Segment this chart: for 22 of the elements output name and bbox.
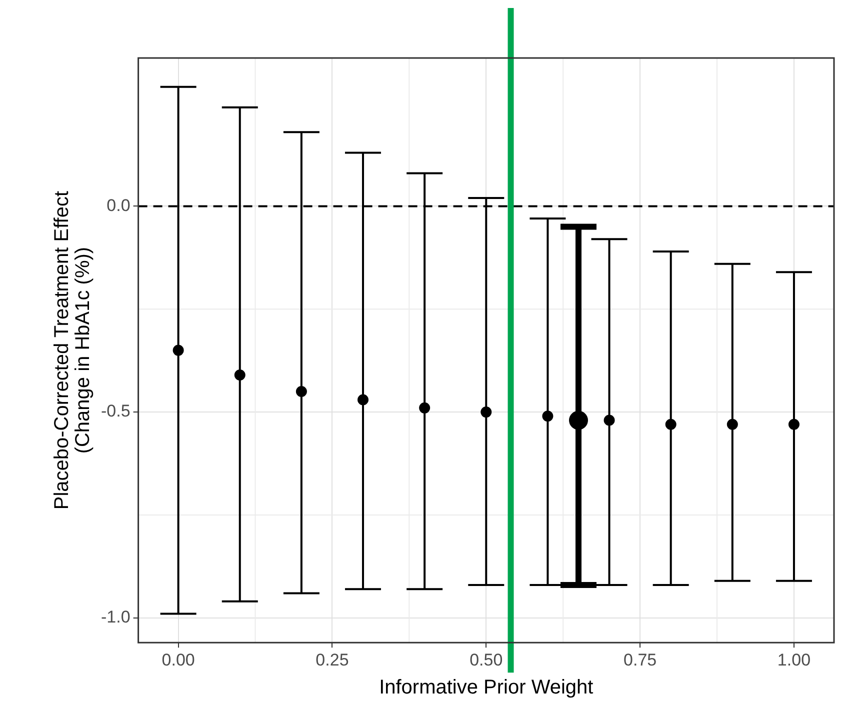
x-axis-title: Informative Prior Weight [379, 676, 594, 699]
x-tick-label: 0.25 [316, 650, 349, 670]
x-tick-label: 0.75 [624, 650, 657, 670]
x-tick-label: 1.00 [777, 650, 811, 670]
point [234, 370, 246, 380]
y-axis-title: Placebo-Corrected Treatment Effect (Change in HbA1c (%)) [51, 190, 94, 510]
point [726, 418, 738, 430]
point [419, 402, 430, 414]
y-tick-label: -1.0 [100, 608, 130, 627]
point [542, 410, 554, 422]
point [172, 344, 184, 356]
point [296, 386, 307, 397]
point [358, 394, 369, 406]
point [568, 410, 588, 430]
point [788, 418, 800, 430]
y-tick-label: -0.5 [100, 402, 130, 421]
x-tick-label: 0.50 [470, 650, 503, 670]
point [665, 418, 676, 430]
point [480, 406, 492, 418]
y-tick-label: 0.0 [106, 196, 130, 215]
x-tick-label: 0.00 [162, 650, 195, 670]
point [604, 414, 615, 426]
